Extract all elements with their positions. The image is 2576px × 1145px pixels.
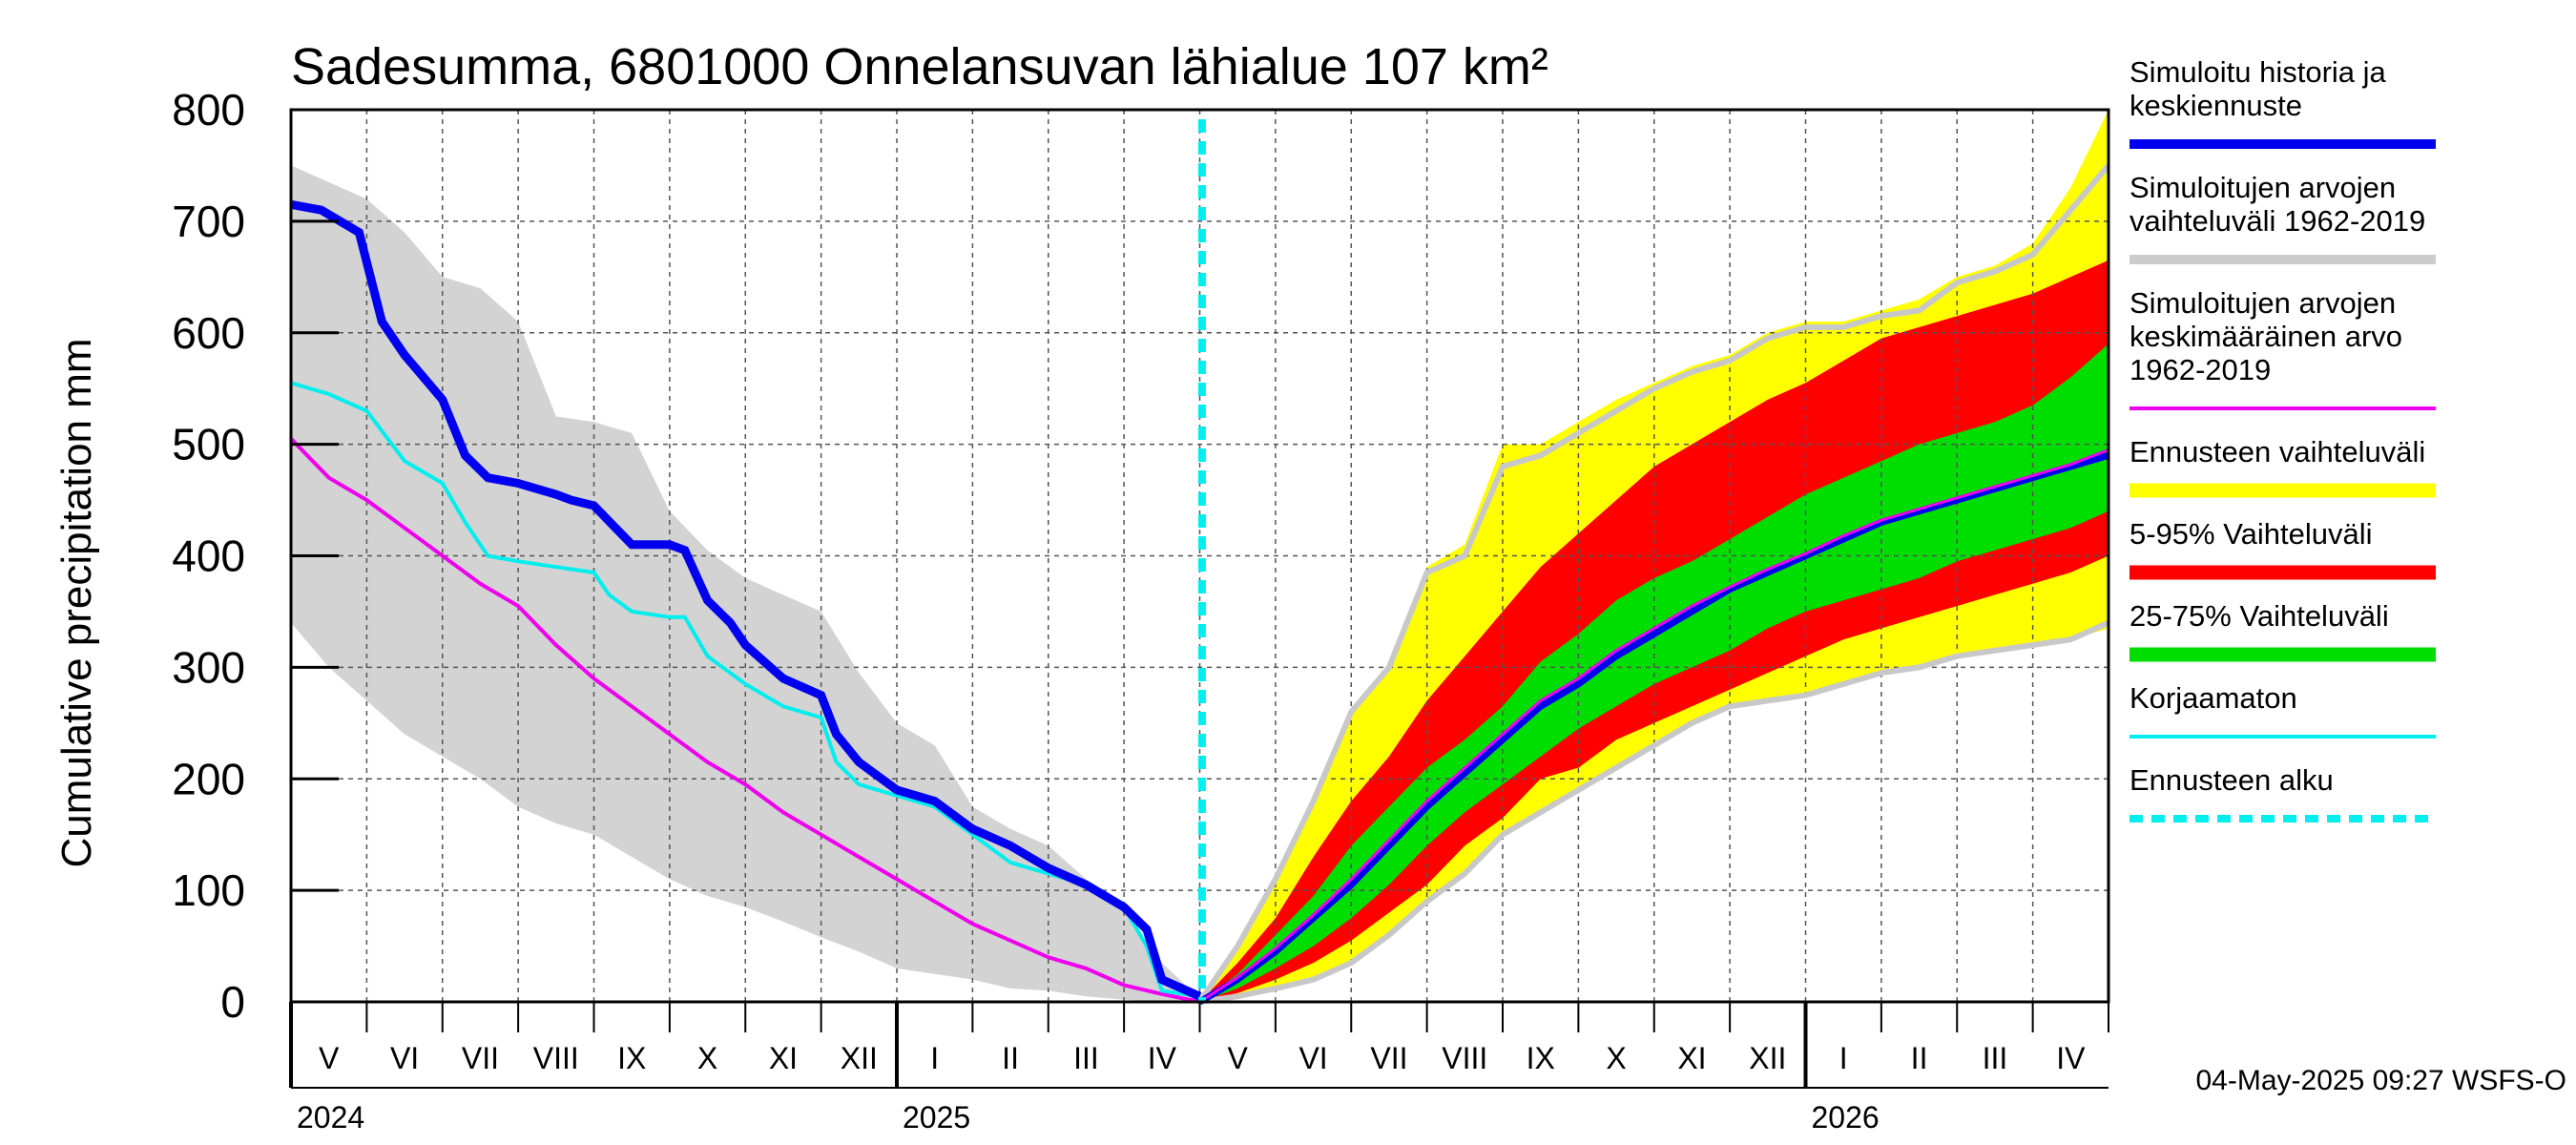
month-label: IX bbox=[617, 1041, 646, 1075]
line-layer bbox=[289, 119, 2111, 1006]
month-label: I bbox=[930, 1041, 939, 1075]
legend-label: 5-95% Vaihteluväli bbox=[2129, 517, 2372, 551]
y-tick-label: 200 bbox=[172, 754, 245, 803]
year-label: 2026 bbox=[1812, 1100, 1880, 1135]
month-label: V bbox=[1228, 1041, 1249, 1075]
y-tick-label: 0 bbox=[220, 977, 245, 1027]
legend-label: 1962-2019 bbox=[2129, 353, 2271, 386]
month-label: V bbox=[319, 1041, 340, 1075]
year-label: 2024 bbox=[297, 1100, 364, 1135]
main-forecast-line bbox=[1197, 451, 2109, 1006]
y-tick-label: 600 bbox=[172, 308, 245, 358]
legend-label: vaihteluväli 1962-2019 bbox=[2129, 204, 2425, 238]
y-tick-label: 700 bbox=[172, 197, 245, 246]
month-label: X bbox=[697, 1041, 717, 1075]
month-label: III bbox=[1073, 1041, 1099, 1075]
legend-label: Ennusteen alku bbox=[2129, 763, 2334, 797]
month-label: I bbox=[1839, 1041, 1848, 1075]
legend-label: keskiennuste bbox=[2129, 89, 2302, 122]
y-tick-label: 800 bbox=[172, 85, 245, 135]
legend-label: Korjaamaton bbox=[2129, 681, 2297, 715]
y-axis-label: Cumulative precipitation mm bbox=[53, 338, 100, 867]
legend-label: Simuloitujen arvojen bbox=[2129, 171, 2396, 204]
y-tick-label: 100 bbox=[172, 865, 245, 915]
band-hist-range bbox=[291, 165, 1200, 1002]
month-label: VIII bbox=[533, 1041, 579, 1075]
month-label: VIII bbox=[1442, 1041, 1487, 1075]
month-label: XII bbox=[1749, 1041, 1786, 1075]
month-label: XI bbox=[1677, 1041, 1706, 1075]
month-label: VII bbox=[1370, 1041, 1407, 1075]
month-label: II bbox=[1002, 1041, 1019, 1075]
month-label: IV bbox=[2056, 1041, 2086, 1075]
month-label: XII bbox=[841, 1041, 878, 1075]
main-history-line bbox=[290, 199, 1202, 1001]
month-label: X bbox=[1606, 1041, 1626, 1075]
timestamp: 04-May-2025 09:27 WSFS-O bbox=[2196, 1065, 2567, 1096]
month-label: III bbox=[1983, 1041, 2008, 1075]
sim-range-upper-forecast bbox=[1197, 163, 2111, 1004]
month-label: XI bbox=[769, 1041, 798, 1075]
month-label: IV bbox=[1148, 1041, 1177, 1075]
y-tick-label: 300 bbox=[172, 642, 245, 692]
mean-line bbox=[289, 437, 1200, 1004]
legend-label: Simuloitujen arvojen bbox=[2129, 286, 2396, 320]
y-tick-label: 500 bbox=[172, 420, 245, 469]
month-label: VI bbox=[1298, 1041, 1327, 1075]
year-label: 2025 bbox=[903, 1100, 970, 1135]
mean-forecast-line bbox=[1198, 448, 2109, 1004]
legend-label: 25-75% Vaihteluväli bbox=[2129, 599, 2389, 633]
month-label: IX bbox=[1527, 1041, 1555, 1075]
month-label: VI bbox=[390, 1041, 419, 1075]
month-label: II bbox=[1911, 1041, 1928, 1075]
chart-title: Sadesumma, 6801000 Onnelansuvan lähialue… bbox=[291, 38, 1548, 95]
legend-label: Ennusteen vaihteluväli bbox=[2129, 435, 2425, 468]
month-label: VII bbox=[462, 1041, 499, 1075]
sim-range-lower-forecast bbox=[1199, 619, 2110, 1005]
legend-label: Simuloitu historia ja bbox=[2129, 55, 2387, 89]
legend-label: keskimääräinen arvo bbox=[2129, 320, 2402, 353]
y-tick-label: 400 bbox=[172, 531, 245, 581]
